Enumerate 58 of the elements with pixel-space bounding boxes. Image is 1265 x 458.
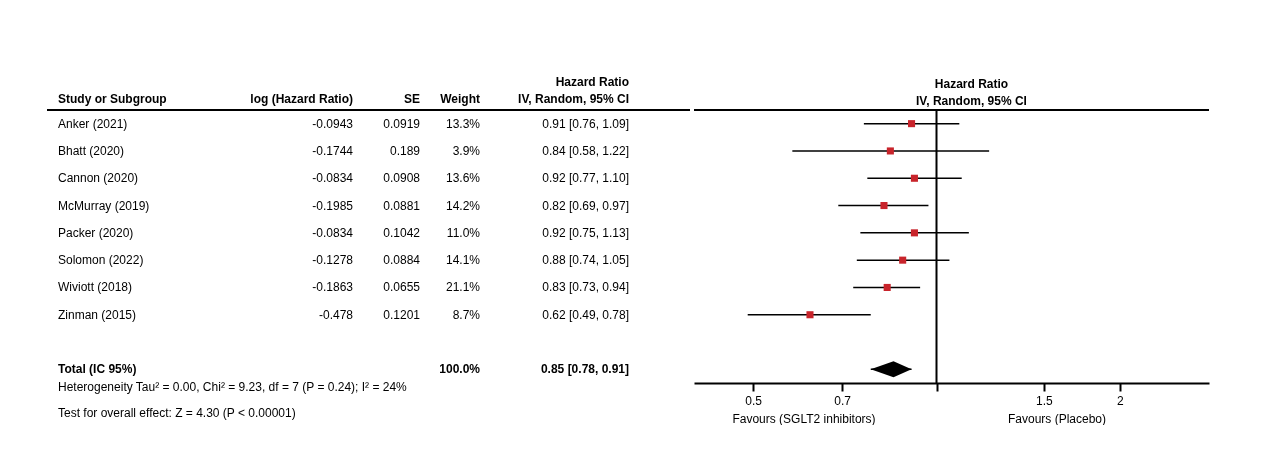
category-label: McMurray (2019) — [58, 198, 150, 213]
text: 100.0% — [439, 362, 480, 377]
text: -0.1985 — [312, 198, 353, 213]
category-label: Wiviott (2018) — [58, 280, 133, 295]
text: 21.1% — [445, 280, 480, 295]
text: Heterogeneity Tau² = 0.00, Chi² = 9.23, df = 7 (P = 0.24); I² = 24% — [58, 380, 408, 394]
text: 0.92 [0.75, 1.13] — [542, 225, 629, 240]
text: -0.0834 — [312, 171, 353, 186]
x-tick-label: 1.5 — [1035, 393, 1053, 408]
text: 0.0655 — [383, 280, 420, 295]
text: 0.85 [0.78, 0.91] — [540, 362, 629, 377]
text: 14.1% — [445, 253, 480, 268]
category-label: SE — [403, 92, 420, 106]
category-label: Hazard Ratio IV, Random, 95% CI — [518, 75, 629, 106]
text: 0.84 [0.58, 1.22] — [542, 143, 629, 158]
text: 0.1201 — [383, 307, 420, 322]
text: 0.0908 — [383, 171, 420, 186]
category-label: Weight — [440, 92, 480, 106]
text: 13.3% — [445, 116, 480, 131]
text: -0.0943 — [312, 116, 353, 131]
text: Test for overall effect: Z = 4.30 (P < 0.00001) — [58, 406, 296, 420]
text: 0.62 [0.49, 0.78] — [542, 307, 629, 322]
text: 0.83 [0.73, 0.94] — [542, 280, 629, 295]
x-tick-label: 0.5 — [745, 393, 763, 408]
text: 8.7% — [452, 307, 480, 322]
category-label: Total (IC 95%) — [58, 362, 137, 377]
x-tick-label: 2 — [1117, 393, 1125, 408]
category-label: Cannon (2020) — [58, 171, 139, 186]
category-label: Solomon (2022) — [58, 253, 144, 268]
text: -0.1863 — [312, 280, 353, 295]
text: -0.1278 — [312, 253, 353, 268]
category-label: Bhatt (2020) — [58, 143, 125, 158]
text: 0.82 [0.69, 0.97] — [542, 198, 629, 213]
text: 3.9% — [452, 143, 480, 158]
text: -0.478 — [318, 307, 353, 322]
x-tick-label: 0.7 — [834, 393, 852, 408]
text: 0.0881 — [383, 198, 420, 213]
text: 0.189 — [389, 143, 420, 158]
chart-title: Hazard Ratio — [934, 77, 1009, 91]
category-label: log (Hazard Ratio) — [250, 92, 353, 106]
text: -0.1744 — [312, 143, 353, 158]
text: Favours (SGLT2 inhibitors) — [732, 412, 876, 426]
text: 0.91 [0.76, 1.09] — [542, 116, 629, 131]
text: 0.1042 — [383, 225, 420, 240]
category-label: Packer (2020) — [58, 225, 134, 240]
text: 0.88 [0.74, 1.05] — [542, 253, 629, 268]
text: 14.2% — [445, 198, 480, 213]
text: -0.0834 — [312, 225, 353, 240]
category-label: Zinman (2015) — [58, 307, 137, 322]
text: 0.0919 — [383, 116, 420, 131]
text: 13.6% — [445, 171, 480, 186]
chart-subtitle: IV, Random, 95% CI — [916, 94, 1027, 108]
category-label: Anker (2021) — [58, 116, 128, 131]
text: Favours (Placebo) — [1007, 412, 1107, 426]
text: 0.0884 — [383, 253, 420, 268]
text: 11.0% — [446, 225, 480, 240]
category-label: Study or Subgroup — [58, 92, 167, 106]
text: 0.92 [0.77, 1.10] — [542, 171, 629, 186]
